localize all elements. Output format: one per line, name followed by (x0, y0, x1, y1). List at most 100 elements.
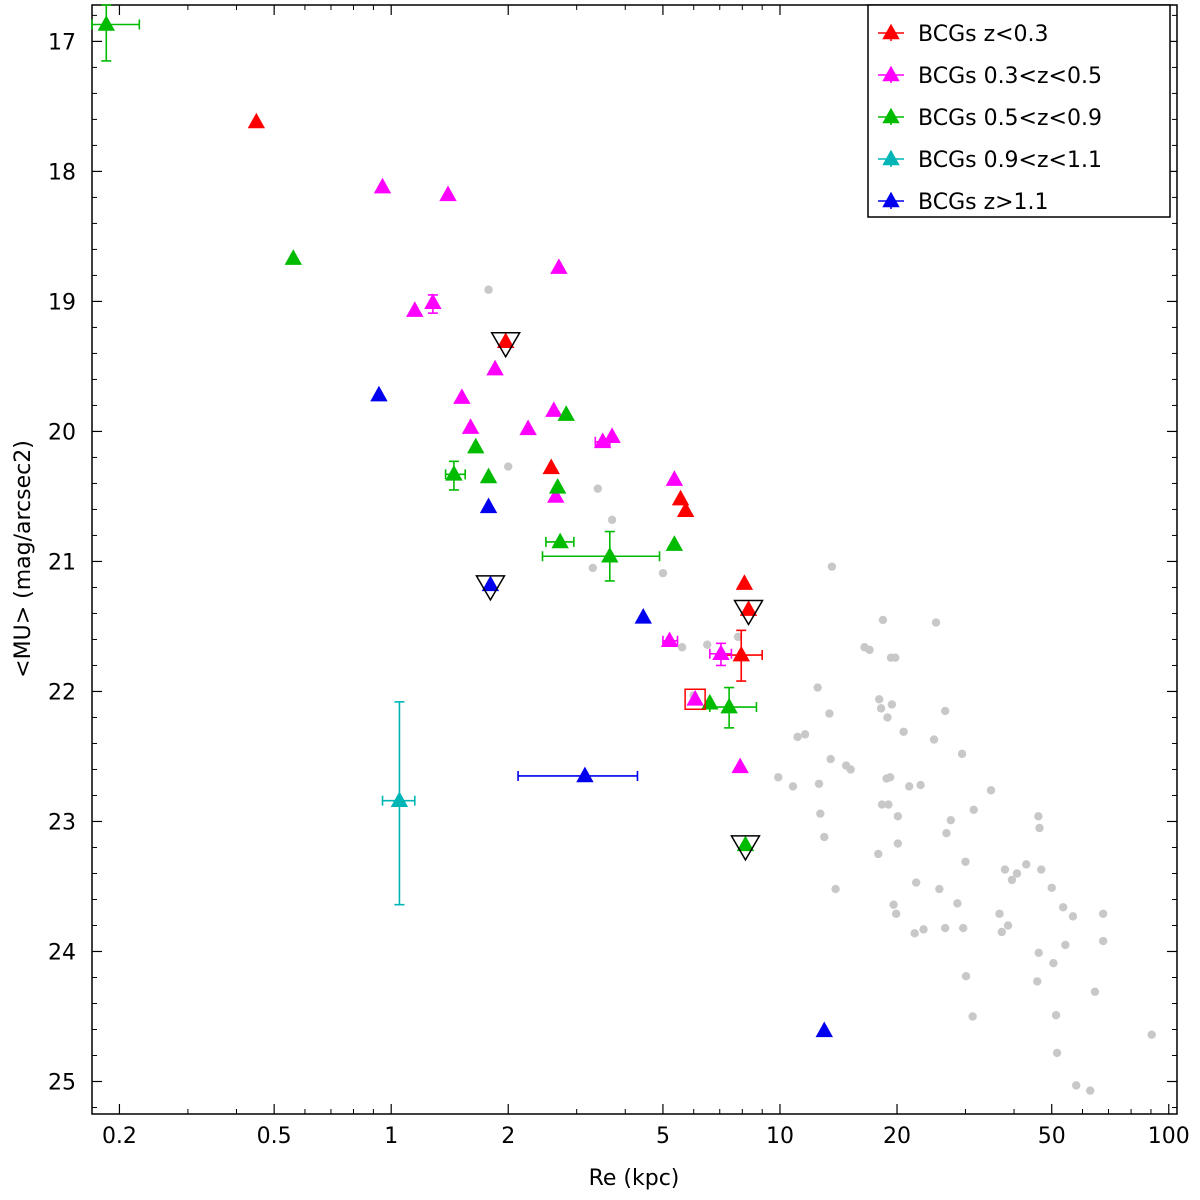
background-point (874, 849, 883, 859)
highlight-triangle (490, 331, 521, 359)
series-4-point (634, 608, 652, 624)
background-point (919, 925, 928, 934)
series-1-point (603, 427, 621, 443)
background-point (1086, 1086, 1095, 1095)
series-2-point (601, 546, 619, 563)
background-point (1147, 1030, 1156, 1039)
legend-label: BCGs z<0.3 (918, 22, 1049, 47)
legend-label: BCGs z>1.1 (918, 190, 1049, 215)
x-tick-label: 50 (1038, 1124, 1066, 1149)
background-point (831, 884, 840, 894)
background-point (1000, 865, 1010, 874)
series-1-point (550, 258, 568, 274)
series-2-point (479, 467, 498, 484)
background-point (1034, 948, 1043, 957)
series-2-point (445, 465, 463, 481)
series-0-point (542, 458, 560, 475)
background-point (816, 809, 825, 818)
series-0-point (732, 645, 750, 662)
series-1-point (712, 644, 730, 661)
background-point (911, 878, 921, 887)
series-2-point (736, 835, 755, 852)
y-tick-label: 25 (48, 1070, 76, 1095)
background-point (877, 800, 887, 809)
background-point (774, 773, 783, 782)
background-point (953, 899, 962, 908)
x-tick-label: 2 (501, 1124, 515, 1149)
background-point (703, 640, 712, 649)
axis-ticks (92, 5, 1177, 1114)
highlight-markers (475, 331, 764, 862)
background-point (893, 812, 903, 821)
background-point (889, 900, 898, 909)
background-point (827, 562, 837, 571)
highlight-square (684, 688, 706, 711)
series-4-point (576, 766, 594, 783)
background-point (1007, 875, 1017, 885)
background-point (957, 749, 967, 759)
background-point (986, 786, 996, 795)
background-point (883, 713, 892, 722)
y-tick-label: 24 (48, 940, 76, 965)
y-tick-label: 22 (48, 680, 76, 705)
series-2-point (557, 405, 575, 421)
background-point (931, 618, 941, 627)
legend-label: BCGs 0.9<z<1.1 (918, 148, 1102, 173)
background-point (820, 832, 829, 842)
background-point (1068, 912, 1078, 921)
background-point (813, 683, 822, 692)
series-4-point (815, 1021, 833, 1038)
series-4-point (481, 575, 500, 592)
background-point (793, 732, 802, 742)
background-point (800, 730, 810, 739)
background-point (1052, 1048, 1062, 1058)
background-point (885, 773, 895, 782)
background-point (1003, 921, 1013, 930)
background-point (905, 782, 914, 791)
series-4-point (479, 497, 498, 514)
background-point (968, 1012, 977, 1021)
background-point (935, 884, 944, 894)
legend-marker (882, 107, 900, 124)
legend-label: BCGs 0.3<z<0.5 (918, 64, 1102, 89)
y-tick-labels: 17 18 19 20 21 22 23 24 25 (48, 30, 76, 1095)
background-point (1037, 865, 1046, 874)
background-point (1061, 940, 1070, 950)
y-tick-label: 20 (48, 420, 76, 445)
background-point (1012, 869, 1022, 878)
background-point (504, 462, 513, 471)
background-point (677, 643, 687, 652)
legend-marker (882, 191, 900, 208)
background-point (1034, 812, 1043, 821)
legend-marker (882, 149, 900, 166)
data-markers (97, 15, 833, 1038)
background-point (593, 484, 603, 493)
background-point (826, 754, 835, 764)
series-3-point (390, 791, 409, 807)
legend-marker (882, 65, 900, 82)
background-point (884, 800, 893, 809)
background-point (1051, 1010, 1061, 1020)
x-tick-label: 20 (883, 1124, 911, 1149)
background-point (1022, 860, 1031, 869)
series-1-point (731, 757, 749, 774)
series-1-point (594, 432, 612, 449)
legend: BCGs z<0.3 BCGs 0.3<z<0.5 BCGs 0.5<z<0.9 BC… (867, 4, 1171, 218)
background-point (910, 929, 919, 938)
series-1-point (453, 388, 471, 404)
highlight-triangle (730, 835, 761, 862)
series-1-point (519, 419, 537, 436)
highlight-triangle (475, 575, 506, 602)
background-point (1072, 1081, 1081, 1090)
highlight-triangle (733, 599, 764, 627)
background-point (891, 653, 900, 662)
y-tick-label: 23 (48, 810, 76, 835)
background-point (887, 700, 897, 709)
background-point (893, 839, 903, 848)
y-tick-label: 21 (48, 550, 76, 575)
x-tick-label: 100 (1148, 1124, 1190, 1149)
series-1-point (461, 418, 480, 434)
x-tick-label: 5 (656, 1124, 670, 1149)
series-1-point (686, 689, 704, 706)
series-1-point (439, 185, 457, 202)
